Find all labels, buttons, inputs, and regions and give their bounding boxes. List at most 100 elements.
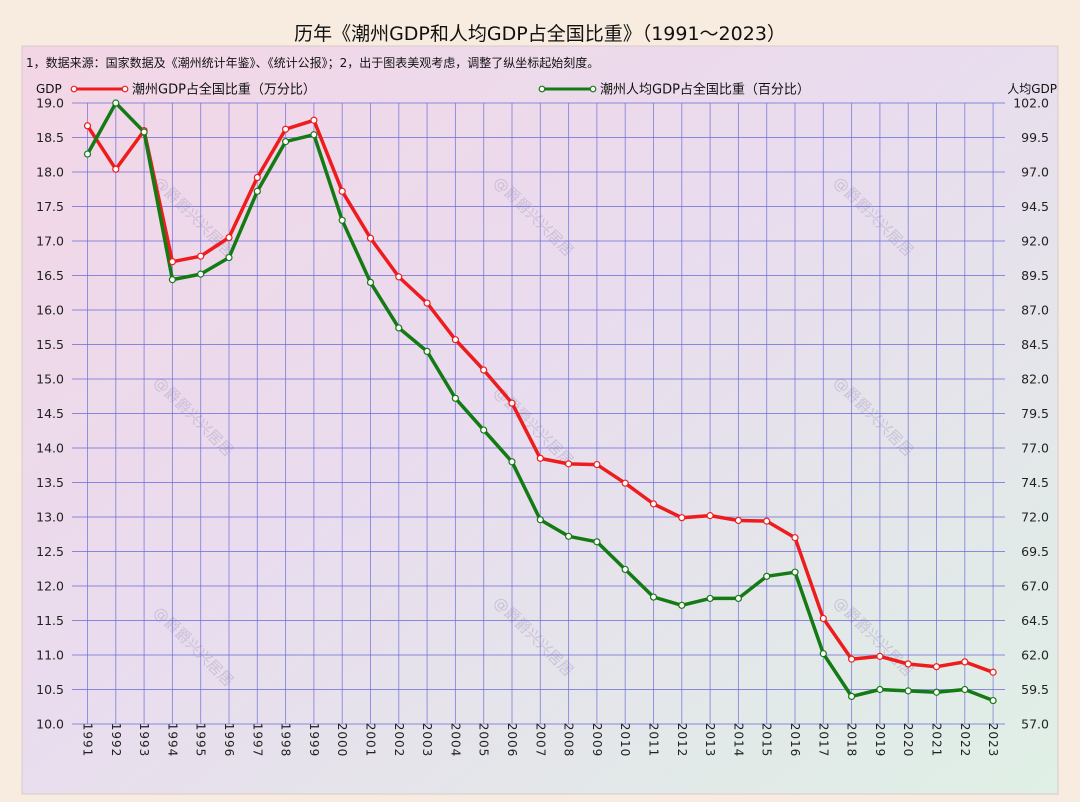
data-point (366, 278, 375, 286)
x-tick-label: 2020 (901, 723, 915, 758)
right-tick-label: 64.5 (1021, 613, 1049, 628)
data-point (451, 336, 459, 344)
x-tick-label: 1994 (165, 723, 179, 758)
right-tick-label: 97.0 (1021, 165, 1049, 180)
x-tick-label: 1995 (194, 723, 208, 758)
data-point (338, 216, 346, 224)
data-point (338, 187, 346, 195)
data-point (564, 460, 573, 468)
data-point (197, 252, 205, 260)
left-tick-label: 12.5 (36, 544, 64, 559)
left-tick-label: 18.0 (36, 165, 64, 180)
data-point (423, 299, 431, 307)
x-tick-label: 2014 (731, 723, 745, 758)
data-point (366, 234, 375, 242)
x-tick-label: 2013 (703, 723, 717, 758)
data-point (678, 514, 686, 522)
data-point (621, 565, 629, 574)
data-point (536, 454, 544, 462)
data-point (876, 685, 884, 694)
x-tick-label: 2023 (986, 723, 1000, 758)
data-point (593, 538, 601, 546)
right-tick-label: 67.0 (1021, 579, 1049, 594)
left-tick-label: 11.5 (36, 613, 64, 628)
right-tick-label: 72.0 (1021, 510, 1049, 525)
x-tick-label: 2019 (873, 723, 887, 758)
x-tick-label: 1999 (307, 723, 321, 758)
right-tick-label: 74.5 (1021, 475, 1049, 490)
x-tick-label: 1996 (222, 723, 236, 758)
x-tick-label: 2008 (562, 723, 576, 758)
data-point (225, 233, 233, 242)
data-point (989, 668, 997, 676)
data-point (310, 116, 318, 124)
x-tick-label: 2003 (420, 723, 434, 758)
legend-marker (121, 85, 129, 93)
x-tick-label: 2022 (958, 723, 972, 758)
data-point (734, 516, 743, 525)
x-tick-label: 1991 (81, 723, 95, 758)
left-tick-label: 10.0 (36, 717, 64, 732)
x-tick-label: 2018 (845, 723, 859, 758)
data-point (253, 187, 261, 195)
data-point (423, 347, 431, 355)
data-point (649, 593, 658, 601)
x-tick-label: 2000 (335, 723, 349, 758)
left-tick-label: 17.5 (36, 199, 64, 214)
x-tick-label: 1993 (137, 723, 151, 758)
x-tick-label: 2011 (647, 723, 661, 758)
x-tick-label: 2010 (618, 723, 632, 758)
data-point (140, 128, 148, 136)
x-tick-label: 2005 (477, 723, 491, 758)
data-point (932, 663, 941, 671)
x-tick-label: 2001 (364, 723, 378, 758)
left-tick-label: 17.0 (36, 234, 64, 249)
legend-label: 潮州人均GDP占全国比重（百分比） (600, 82, 810, 98)
left-tick-label: 14.0 (36, 441, 64, 456)
right-tick-label: 79.5 (1021, 406, 1049, 421)
left-tick-label: 19.0 (36, 96, 64, 111)
left-tick-label: 16.5 (36, 268, 64, 283)
right-tick-label: 59.5 (1021, 682, 1049, 697)
data-point (197, 270, 205, 278)
x-tick-label: 2016 (788, 723, 802, 758)
left-tick-label: 15.0 (36, 372, 64, 387)
right-tick-label: 99.5 (1021, 130, 1049, 145)
data-point (282, 125, 290, 133)
right-tick-label: 62.0 (1021, 648, 1049, 663)
data-point (791, 568, 799, 576)
data-point (904, 687, 912, 695)
data-point (932, 688, 941, 696)
left-tick-label: 13.0 (36, 510, 64, 525)
legend-marker (538, 85, 546, 93)
chart-title: 历年《潮州GDP和人均GDP占全国比重》（1991～2023） (294, 23, 786, 45)
right-tick-label: 92.0 (1021, 234, 1049, 249)
left-axis-label: GDP (36, 82, 62, 96)
chart-note: 1，数据来源：国家数据及《潮州统计年鉴》、《统计公报》；2，出于图表美观考虑，调… (26, 55, 599, 70)
data-point (621, 479, 629, 487)
data-point (564, 532, 573, 540)
data-point (536, 516, 544, 524)
left-tick-label: 12.0 (36, 579, 64, 594)
data-point (83, 122, 92, 130)
right-tick-label: 87.0 (1021, 303, 1049, 318)
right-tick-label: 57.0 (1021, 717, 1049, 732)
data-point (961, 685, 969, 694)
left-tick-label: 13.5 (36, 475, 64, 490)
data-point (593, 460, 601, 469)
left-tick-label: 15.5 (36, 337, 64, 352)
left-tick-label: 10.5 (36, 682, 64, 697)
data-point (649, 500, 658, 508)
right-tick-label: 94.5 (1021, 199, 1049, 214)
data-point (253, 173, 261, 182)
x-tick-label: 2002 (392, 723, 406, 758)
data-point (480, 426, 488, 434)
left-tick-label: 11.0 (36, 648, 64, 663)
data-point (451, 394, 459, 402)
x-tick-label: 1997 (250, 723, 264, 758)
data-point (168, 258, 176, 266)
data-point (734, 594, 743, 603)
data-point (706, 594, 714, 603)
legend-marker (589, 85, 597, 93)
